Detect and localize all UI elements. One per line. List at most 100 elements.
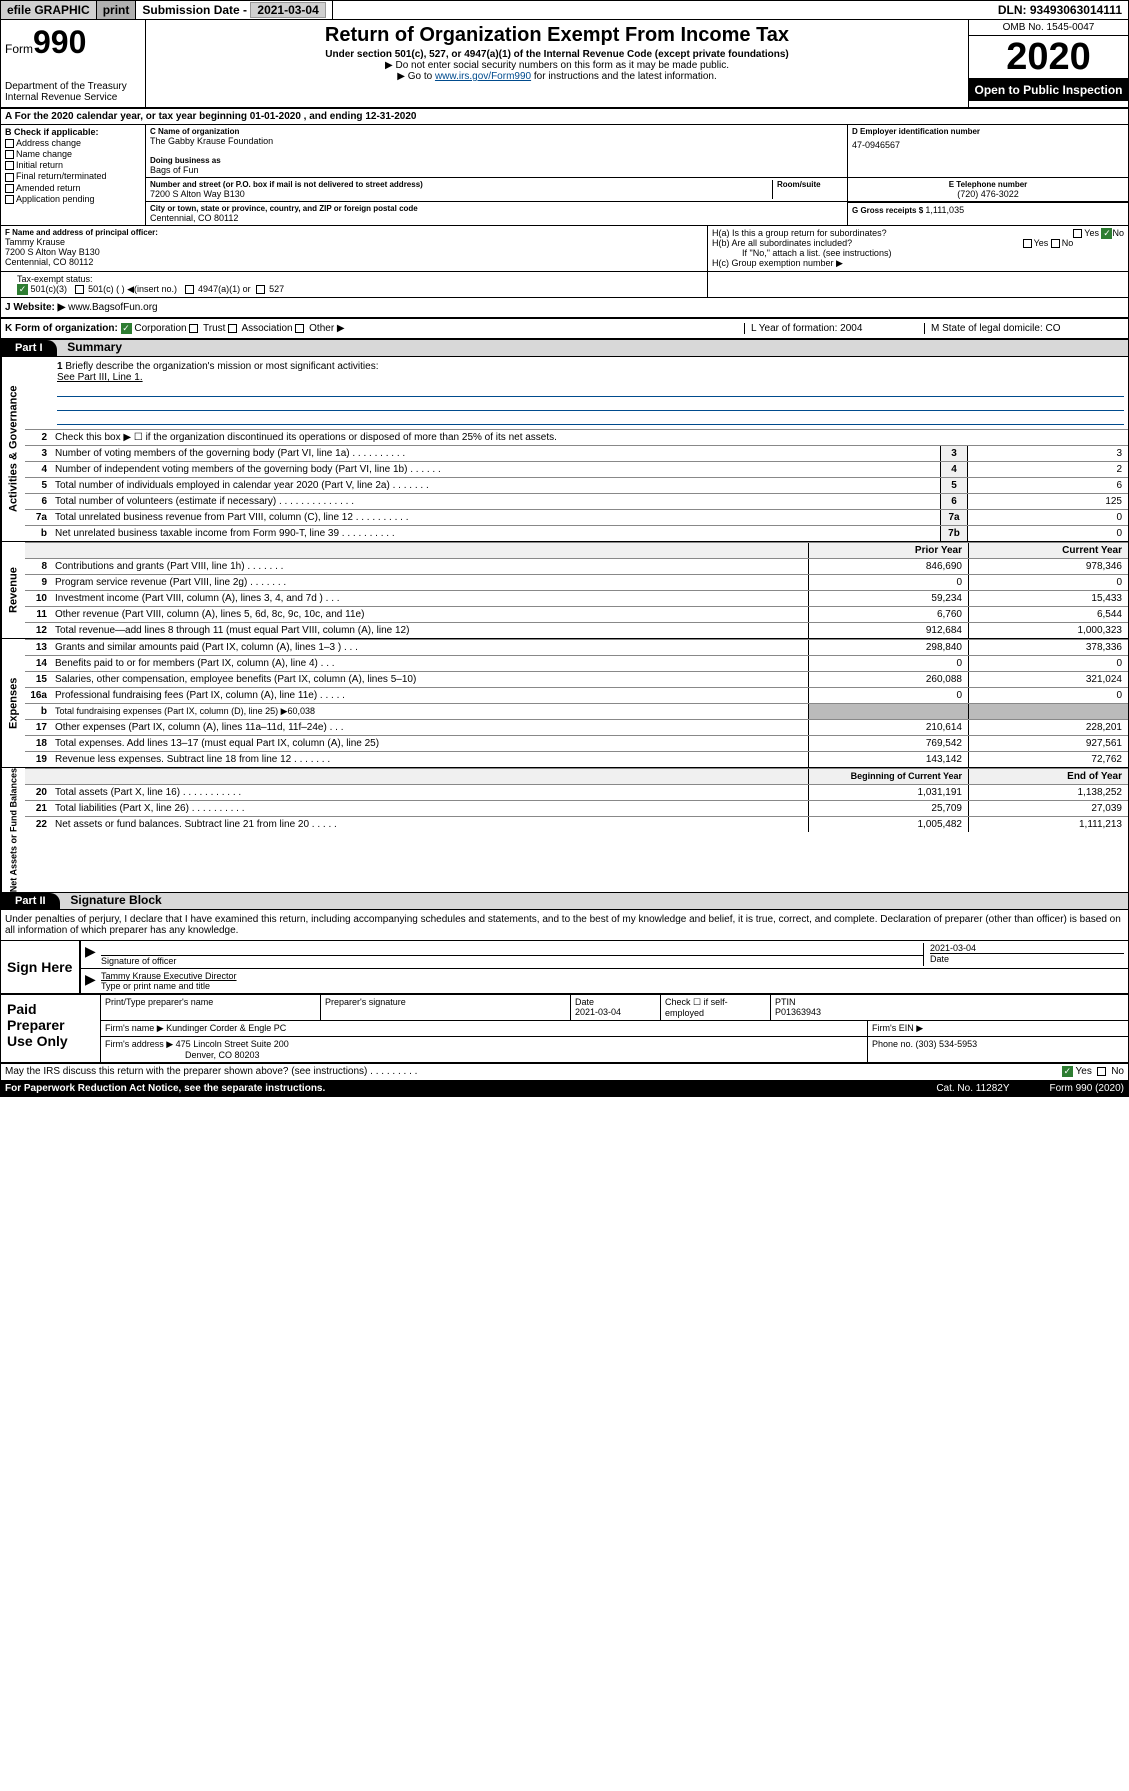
527: 527 [269,284,284,294]
checkbox-icon[interactable] [5,184,14,193]
checkbox-icon[interactable] [5,195,14,204]
prior-val: 25,709 [808,801,968,816]
tax-status-label: Tax-exempt status: [17,274,93,284]
line-num: 1 [57,361,63,372]
net-assets-section: Net Assets or Fund Balances Beginning of… [1,767,1128,892]
arrow-icon: ▶ [85,971,101,991]
section-h: H(a) Is this a group return for subordin… [708,226,1128,271]
checkbox-icon[interactable] [185,285,194,294]
prior-val: 1,031,191 [808,785,968,800]
checkbox-icon[interactable] [5,150,14,159]
line-11: 11Other revenue (Part VIII, column (A), … [25,606,1128,622]
header-right: OMB No. 1545-0047 2020 Open to Public In… [968,20,1128,107]
line-val: 2 [968,462,1128,477]
line-8: 8Contributions and grants (Part VIII, li… [25,558,1128,574]
checkbox-icon[interactable] [228,324,237,333]
checkbox-icon[interactable] [5,173,14,182]
checkbox-icon[interactable] [189,324,198,333]
yes-label: Yes [1076,1067,1092,1078]
expenses-tab: Expenses [1,639,25,767]
date-label: Date [930,953,1124,964]
discuss-question: May the IRS discuss this return with the… [5,1066,1062,1077]
checkbox-icon[interactable] [1097,1067,1106,1076]
department: Department of the Treasury Internal Reve… [5,81,141,103]
form-title: Return of Organization Exempt From Incom… [150,24,964,47]
line-key: 7a [940,510,968,525]
line-10: 10Investment income (Part VIII, column (… [25,590,1128,606]
curr-val: 228,201 [968,720,1128,735]
checkbox-icon[interactable] [75,285,84,294]
section-e: E Telephone number (720) 476-3022 [848,178,1128,201]
prior-val: 0 [808,575,968,590]
checkbox-icon[interactable] [256,285,265,294]
open-public: Open to Public Inspection [969,79,1128,101]
tax-year: 2020 [969,36,1128,79]
officer-label: F Name and address of principal officer: [5,228,703,237]
gross-value: 1,111,035 [925,205,964,215]
header-left: Form990 Department of the Treasury Inter… [1,20,146,107]
501c: 501(c) ( ) ◀(insert no.) [88,284,177,294]
checkbox-icon[interactable] [5,139,14,148]
gross-label: G Gross receipts $ [852,206,925,215]
prior-val: 0 [808,688,968,703]
form-prefix: Form [5,42,33,56]
curr-val: 0 [968,656,1128,671]
checkbox-icon[interactable] [1073,229,1082,238]
4947: 4947(a)(1) or [198,284,251,294]
blank-line [57,411,1124,425]
line-val: 6 [968,478,1128,493]
line-num: 6 [25,494,53,509]
line-val: 0 [968,526,1128,541]
section-f: F Name and address of principal officer:… [1,226,708,271]
501c3: 501(c)(3) [31,284,68,294]
preparer-row-1: Print/Type preparer's name Preparer's si… [101,995,1128,1021]
check-icon: ✓ [121,323,132,334]
print-button[interactable]: print [97,1,137,19]
line-text: Benefits paid to or for members (Part IX… [53,656,808,671]
chk-amended: Amended return [5,183,141,193]
checkbox-icon[interactable] [1051,239,1060,248]
curr-val: 27,039 [968,801,1128,816]
curr-val: 978,346 [968,559,1128,574]
line-2: 2Check this box ▶ ☐ if the organization … [25,429,1128,445]
dba-label: Doing business as [150,156,843,165]
other-label: Other ▶ [309,323,344,334]
line-text: Number of voting members of the governin… [53,446,940,461]
dba-value: Bags of Fun [150,165,843,175]
yes-label: Yes [1034,238,1049,248]
note-1: ▶ Do not enter social security numbers o… [150,60,964,71]
discuss-row: May the IRS discuss this return with the… [1,1062,1128,1079]
no-label: No [1112,228,1124,238]
chk-addr: Address change [5,138,141,148]
line-7b: bNet unrelated business taxable income f… [25,525,1128,541]
section-j: J Website: ▶ www.BagsofFun.org [1,298,1128,319]
curr-val: 321,024 [968,672,1128,687]
curr-val: 1,000,323 [968,623,1128,638]
prep-name-label: Print/Type preparer's name [101,995,321,1020]
checkbox-icon[interactable] [295,324,304,333]
sections-b-through-g: B Check if applicable: Address change Na… [1,125,1128,226]
officer-name-row: ▶ Tammy Krause Executive Director Type o… [81,969,1128,993]
footer-form: Form 990 (2020) [1050,1083,1124,1094]
hc-text: H(c) Group exemption number ▶ [712,258,1124,269]
officer-sig-row: ▶ Signature of officer 2021-03-04 Date [81,941,1128,969]
line-num: 20 [25,785,53,800]
section-k: K Form of organization: ✓ Corporation Tr… [5,323,744,334]
line-1-text: Briefly describe the organization's miss… [65,361,378,372]
section-b: B Check if applicable: Address change Na… [1,125,146,225]
prior-val: 143,142 [808,752,968,767]
line-text: Contributions and grants (Part VIII, lin… [53,559,808,574]
prep-date: 2021-03-04 [575,1007,621,1017]
checkbox-icon[interactable] [5,161,14,170]
irs-link[interactable]: www.irs.gov/Form990 [435,71,531,82]
website-url: www.BagsofFun.org [68,302,158,313]
line-val: 125 [968,494,1128,509]
current-year-hdr: Current Year [968,543,1128,558]
checkbox-icon[interactable] [1023,239,1032,248]
prior-val: 59,234 [808,591,968,606]
line-key: 7b [940,526,968,541]
line-21: 21Total liabilities (Part X, line 26) . … [25,800,1128,816]
sig-date: 2021-03-04 [930,943,1124,953]
firm-ein-label: Firm's EIN ▶ [868,1021,1128,1036]
line-text: Other revenue (Part VIII, column (A), li… [53,607,808,622]
